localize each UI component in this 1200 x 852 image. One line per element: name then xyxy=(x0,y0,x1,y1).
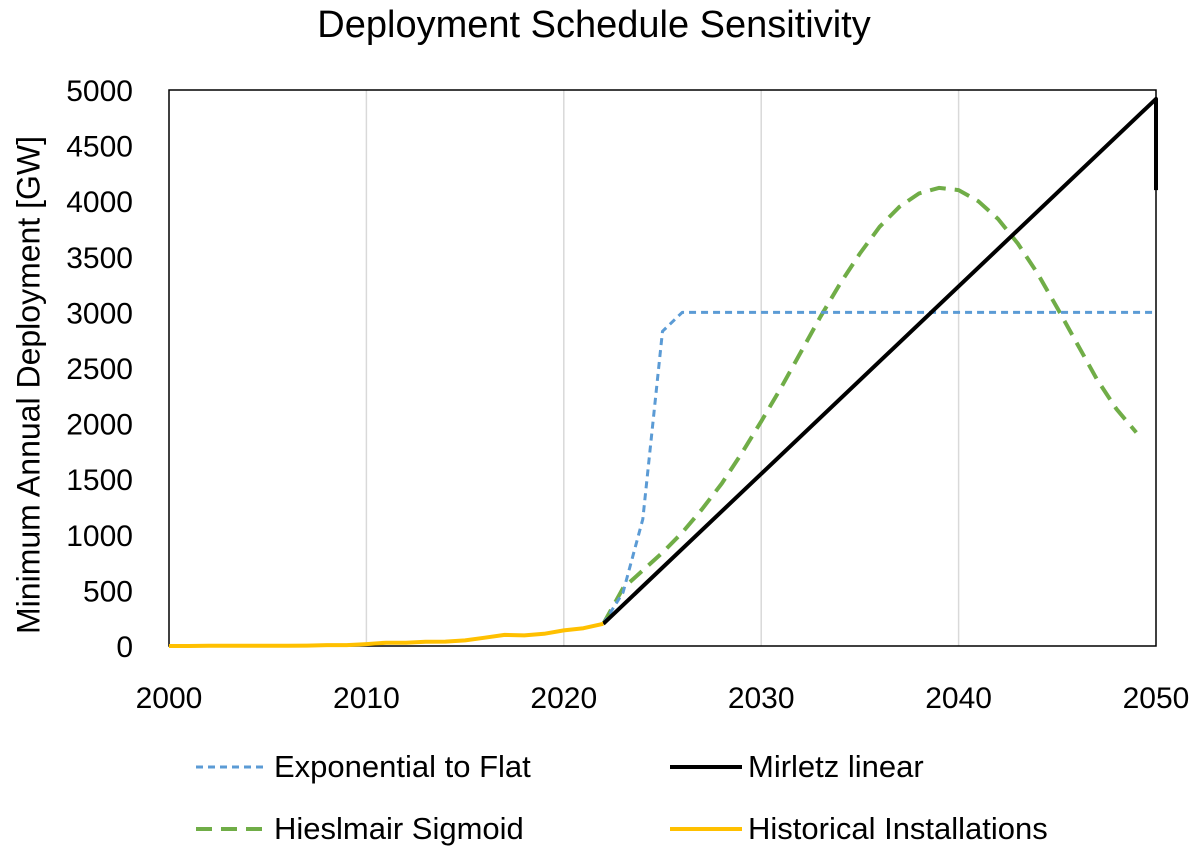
y-tick-label: 1500 xyxy=(66,464,133,497)
x-tick-label: 2000 xyxy=(136,682,203,715)
legend-item: Mirletz linear xyxy=(670,745,924,789)
y-tick-label: 4000 xyxy=(66,186,133,219)
legend-swatch xyxy=(196,765,268,769)
legend-item: Historical Installations xyxy=(670,807,1048,851)
y-tick-label: 2500 xyxy=(66,353,133,386)
legend-swatch xyxy=(196,827,268,831)
series-line-hieslmair-sigmoid xyxy=(601,185,1138,625)
x-tick-label: 2040 xyxy=(925,682,992,715)
plot-area: 2000 2010 2020 2030 2040 2050 0 500 1000 1500 2000… xyxy=(66,75,1189,715)
x-tick-label: 2050 xyxy=(1123,682,1190,715)
y-tick-label: 500 xyxy=(83,575,133,608)
y-tick-label: 2000 xyxy=(66,409,133,442)
y-tick-label: 3000 xyxy=(66,297,133,330)
legend-label: Exponential to Flat xyxy=(274,749,531,784)
y-tick-label: 3500 xyxy=(66,242,133,275)
axes xyxy=(168,89,1157,647)
legend-label: Hieslmair Sigmoid xyxy=(274,811,524,846)
chart-title: Deployment Schedule Sensitivity xyxy=(317,4,871,46)
y-tick-label: 5000 xyxy=(66,75,133,108)
y-tick-label: 0 xyxy=(116,631,133,664)
series-lines xyxy=(169,96,1158,648)
legend-item: Hieslmair Sigmoid xyxy=(196,807,524,851)
legend-label: Mirletz linear xyxy=(748,749,924,784)
series-line-exponential-to-flat xyxy=(602,310,1156,625)
x-tick-label: 2010 xyxy=(333,682,400,715)
legend-swatch xyxy=(670,765,742,769)
y-tick-label: 1000 xyxy=(66,520,133,553)
tick-labels: 2000 2010 2020 2030 2040 2050 0 500 1000 1500 2000… xyxy=(66,75,1189,715)
grid-lines xyxy=(365,90,960,646)
legend-label: Historical Installations xyxy=(748,811,1048,846)
y-tick-label: 4500 xyxy=(66,131,133,164)
legend-item: Exponential to Flat xyxy=(196,745,531,789)
x-tick-label: 2030 xyxy=(728,682,795,715)
plot-border xyxy=(168,89,1157,647)
x-tick-label: 2020 xyxy=(530,682,597,715)
series-line-historical-installations xyxy=(169,621,604,648)
series-line-mirletz-linear xyxy=(601,96,1158,626)
legend-swatch xyxy=(670,827,742,831)
